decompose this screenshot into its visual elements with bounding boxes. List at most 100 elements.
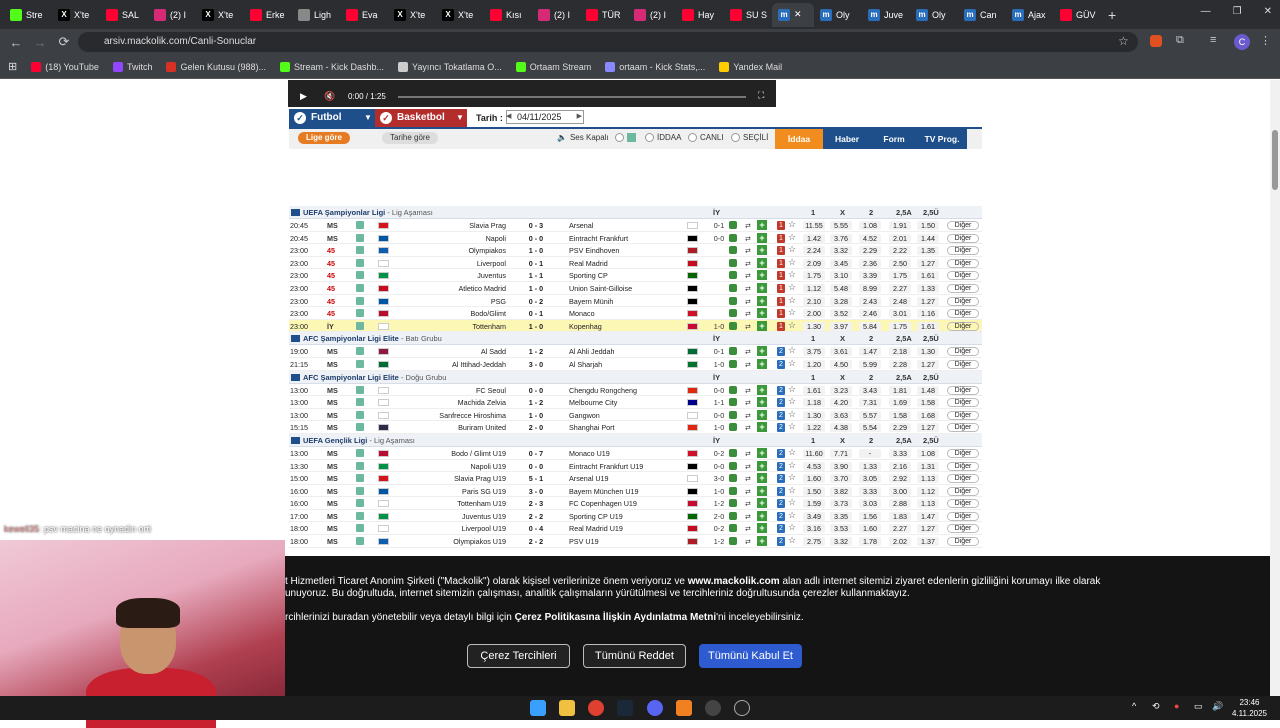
home-team[interactable]: Olympiakos U19: [453, 537, 506, 547]
tray-chevron-icon[interactable]: ^: [1132, 701, 1137, 711]
match-row[interactable]: 23:00 45 Liverpool 0 - 1 Real Madrid ⇄ +1 ☆ 2.09…: [289, 257, 982, 270]
match-score[interactable]: 1 - 2: [528, 398, 544, 408]
tv-icon[interactable]: [729, 271, 737, 280]
network-icon[interactable]: ⟲: [1152, 701, 1160, 711]
odds-value[interactable]: 3.32: [830, 246, 852, 256]
odds-value[interactable]: 1.50: [803, 486, 825, 496]
match-score[interactable]: 1 - 0: [528, 283, 544, 293]
tv-prog-menu[interactable]: TV Prog.: [917, 129, 967, 149]
more-bets-button[interactable]: Diğer: [947, 283, 979, 293]
odds-value[interactable]: 1.61: [917, 321, 939, 331]
odds-value[interactable]: 3.28: [830, 296, 852, 306]
odds-value[interactable]: 1.20: [803, 359, 825, 369]
tv-icon[interactable]: [729, 233, 737, 242]
odds-value[interactable]: 1.27: [917, 296, 939, 306]
bookmark-item[interactable]: ortaam - Kick Stats,...: [605, 61, 705, 72]
odds-value[interactable]: 3.16: [803, 524, 825, 534]
start-icon[interactable]: [530, 700, 546, 716]
match-row[interactable]: 13:00 MS Machida Zelvia 1 - 2 Melbourne City…: [289, 396, 982, 409]
bookmark-item[interactable]: Yayıncı Tokatlama O...: [398, 61, 502, 72]
away-team[interactable]: Arsenal: [569, 221, 594, 230]
odds-value[interactable]: 3.49: [803, 511, 825, 521]
odds-value[interactable]: 1.33: [859, 461, 881, 471]
add-coupon-icon[interactable]: +: [757, 473, 767, 484]
reject-all-button[interactable]: Tümünü Reddet: [583, 644, 686, 668]
match-score[interactable]: 2 - 2: [528, 537, 544, 547]
odds-value[interactable]: 5.55: [830, 221, 852, 230]
odds-value[interactable]: 3.90: [830, 461, 852, 471]
next-date-icon[interactable]: ▶: [576, 113, 582, 120]
form-menu[interactable]: Form: [871, 129, 917, 149]
home-team[interactable]: Napoli: [485, 233, 506, 243]
home-team[interactable]: Tottenham U19: [457, 499, 506, 509]
swap-icon[interactable]: ⇄: [745, 511, 752, 521]
odds-value[interactable]: 1.18: [803, 398, 825, 408]
basketbol-dropdown-icon[interactable]: ▼: [453, 109, 467, 127]
match-info-icon[interactable]: [356, 296, 364, 305]
odds-value[interactable]: 5.99: [859, 359, 881, 369]
odds-value[interactable]: 1.31: [917, 461, 939, 471]
canli-filter[interactable]: CANLI: [688, 133, 724, 142]
odds-value[interactable]: 1.83: [889, 511, 911, 521]
futbol-tab[interactable]: ✓ Futbol: [289, 109, 361, 127]
tv-icon[interactable]: [729, 359, 737, 368]
favorite-star-icon[interactable]: ☆: [788, 497, 797, 508]
match-info-icon[interactable]: [356, 321, 364, 330]
home-team[interactable]: PSG: [490, 296, 506, 306]
browser-tab[interactable]: m Oly: [814, 3, 862, 27]
add-coupon-icon[interactable]: +: [757, 295, 767, 306]
odds-value[interactable]: 2.46: [859, 309, 881, 319]
tv-icon[interactable]: [729, 499, 737, 508]
add-coupon-icon[interactable]: +: [757, 498, 767, 509]
match-info-icon[interactable]: [356, 359, 364, 368]
more-bets-button[interactable]: Diğer: [947, 461, 979, 471]
odds-value[interactable]: 4.50: [830, 359, 852, 369]
odds-value[interactable]: 1.30: [803, 410, 825, 420]
odds-value[interactable]: 3.76: [830, 233, 852, 243]
more-bets-button[interactable]: Diğer: [947, 271, 979, 281]
browser-tab[interactable]: SAL: [100, 3, 148, 27]
match-score[interactable]: 0 - 2: [528, 296, 544, 306]
add-coupon-icon[interactable]: +: [757, 536, 767, 547]
bookmark-item[interactable]: (18) YouTube: [31, 61, 99, 72]
away-team[interactable]: Sporting CP U19: [569, 511, 623, 521]
match-row[interactable]: 13:30 MS Napoli U19 0 - 0 Eintracht Frankfur…: [289, 460, 982, 473]
away-team[interactable]: Real Madrid: [569, 258, 608, 268]
odds-value[interactable]: 1.27: [917, 359, 939, 369]
match-row[interactable]: 20:45 MS Napoli 0 - 0 Eintracht Frankfurt 0-0…: [289, 232, 982, 245]
tv-icon[interactable]: [729, 537, 737, 546]
page-scrollbar[interactable]: [1270, 80, 1280, 696]
odds-value[interactable]: 1.68: [917, 410, 939, 420]
swap-icon[interactable]: ⇄: [745, 258, 752, 268]
odds-value[interactable]: 1.12: [917, 486, 939, 496]
favorite-star-icon[interactable]: ☆: [788, 535, 797, 546]
add-coupon-icon[interactable]: +: [757, 523, 767, 534]
media-icon[interactable]: ≡: [1210, 34, 1217, 46]
tv-icon[interactable]: [729, 347, 737, 356]
league-name[interactable]: AFC Şampiyonlar Ligi Elite: [303, 334, 399, 344]
home-team[interactable]: Liverpool U19: [461, 524, 506, 534]
odds-value[interactable]: 1.16: [917, 309, 939, 319]
futbol-dropdown-icon[interactable]: ▼: [361, 109, 375, 127]
maximize-icon[interactable]: ❐: [1232, 6, 1242, 17]
profile-avatar[interactable]: C: [1234, 34, 1250, 50]
chrome-icon[interactable]: [588, 700, 604, 716]
home-team[interactable]: Liverpool: [476, 258, 506, 268]
url-field[interactable]: arsiv.mackolik.com/Canli-Sonuclar: [78, 32, 1138, 52]
odds-value[interactable]: 5.48: [830, 283, 852, 293]
browser-tab[interactable]: Kısı: [484, 3, 532, 27]
odds-value[interactable]: 1.60: [859, 524, 881, 534]
match-row[interactable]: 23:00 45 Bodo/Glimt 0 - 1 Monaco ⇄ +1 ☆ 2.00 3.52…: [289, 307, 982, 320]
tv-icon[interactable]: [729, 486, 737, 495]
browser-tab[interactable]: X X'te: [196, 3, 244, 27]
add-coupon-icon[interactable]: +: [757, 384, 767, 395]
swap-icon[interactable]: ⇄: [745, 309, 752, 319]
bookmark-item[interactable]: Stream - Kick Dashb...: [280, 61, 384, 72]
swap-icon[interactable]: ⇄: [745, 296, 752, 306]
odds-value[interactable]: 1.75: [803, 271, 825, 281]
odds-value[interactable]: 1.22: [803, 423, 825, 433]
away-team[interactable]: Al Ahli Jeddah: [569, 347, 615, 357]
swap-icon[interactable]: ⇄: [745, 221, 752, 230]
away-team[interactable]: Chengdu Rongcheng: [569, 385, 637, 395]
home-team[interactable]: Atletico Madrid: [458, 283, 506, 293]
